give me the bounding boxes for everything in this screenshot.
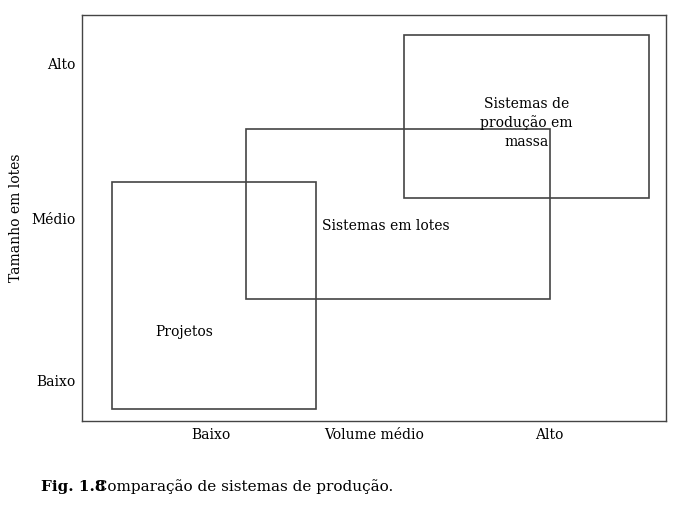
Text: Comparação de sistemas de produção.: Comparação de sistemas de produção. (86, 480, 393, 494)
Text: Fig. 1.8: Fig. 1.8 (41, 480, 106, 494)
Bar (111, 182, 316, 409)
Text: Projetos: Projetos (156, 324, 214, 339)
Text: Sistemas de
produção em
massa: Sistemas de produção em massa (480, 97, 572, 149)
Text: Sistemas em lotes: Sistemas em lotes (322, 219, 450, 233)
Bar (404, 35, 649, 198)
Bar (246, 129, 550, 299)
Y-axis label: Tamanho em lotes: Tamanho em lotes (9, 154, 23, 282)
